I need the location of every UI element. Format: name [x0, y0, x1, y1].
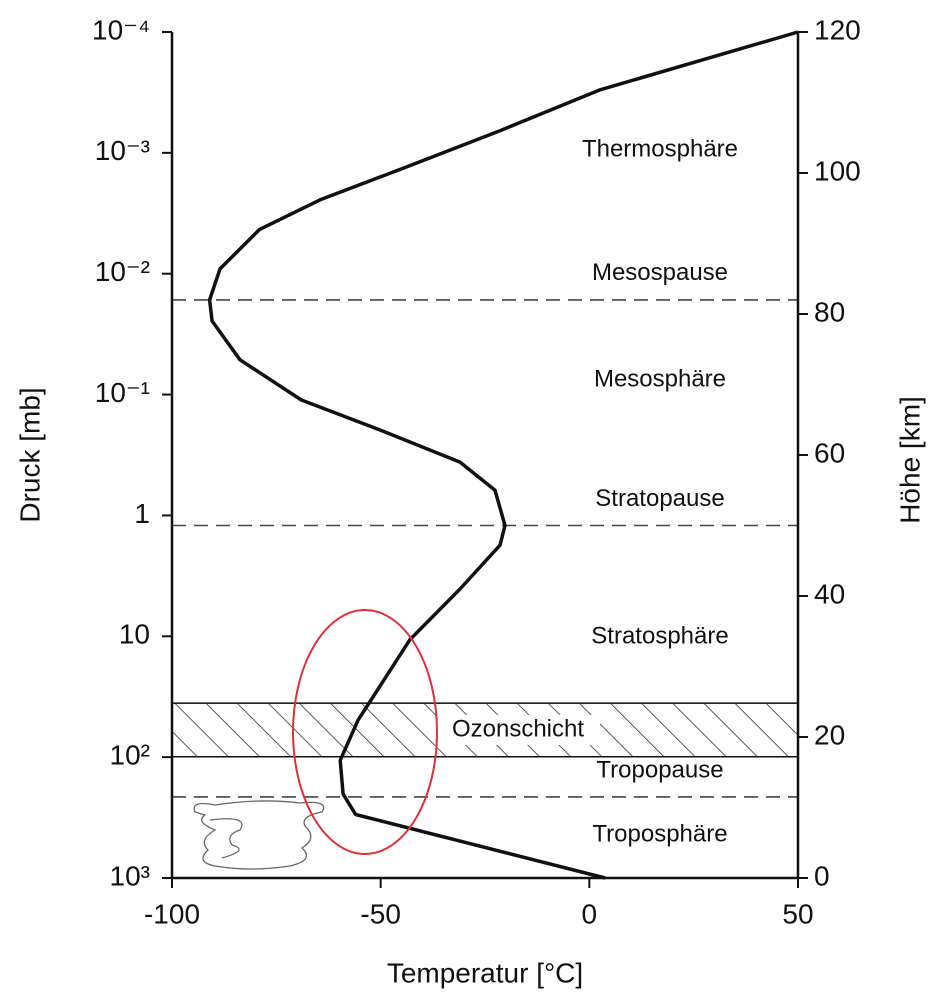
cloud-icon: [193, 800, 325, 870]
pressure-tick-label: 10³: [110, 860, 150, 891]
y-tick-label: 80: [814, 296, 845, 327]
pressure-tick-label: 10⁻³: [95, 135, 150, 166]
ozone-label: Ozonschicht: [452, 715, 584, 742]
pressure-tick-label: 1: [134, 498, 150, 529]
region-label: Mesosphäre: [594, 365, 726, 392]
pressure-tick-label: 10⁻¹: [95, 377, 150, 408]
boundary-label: Mesospause: [592, 259, 728, 286]
x-tick-label: 0: [582, 898, 598, 929]
y-tick-label: 20: [814, 719, 845, 750]
cloud-detail: [209, 818, 243, 859]
y-tick-label: 60: [814, 437, 845, 468]
x-tick-label: -50: [360, 898, 400, 929]
region-label: Stratosphäre: [591, 622, 728, 649]
y-axis-title: Höhe [km]: [894, 396, 925, 524]
pressure-tick-label: 10: [119, 619, 150, 650]
temperature-curve: [207, 30, 799, 880]
y-tick-label: 120: [814, 14, 861, 45]
pressure-tick-label: 10⁻²: [95, 256, 150, 287]
pressure-tick-label: 10⁻⁴: [92, 14, 150, 45]
x-tick-label: 50: [782, 898, 813, 929]
pressure-axis-title: Druck [mb]: [14, 387, 45, 522]
boundary-label: Stratopause: [595, 485, 724, 512]
ozone-label-bg: [436, 714, 600, 745]
region-label: Troposphäre: [592, 820, 727, 847]
y-tick-label: 0: [814, 860, 830, 891]
y-tick-label: 100: [814, 155, 861, 186]
region-label: Thermosphäre: [582, 135, 738, 162]
highlight-ellipse: [292, 609, 438, 855]
pressure-tick-label: 10²: [110, 740, 150, 771]
x-axis-title: Temperatur [°C]: [387, 957, 583, 988]
x-tick-label: -100: [144, 898, 200, 929]
boundary-label: Tropopause: [596, 756, 723, 783]
y-tick-label: 40: [814, 578, 845, 609]
